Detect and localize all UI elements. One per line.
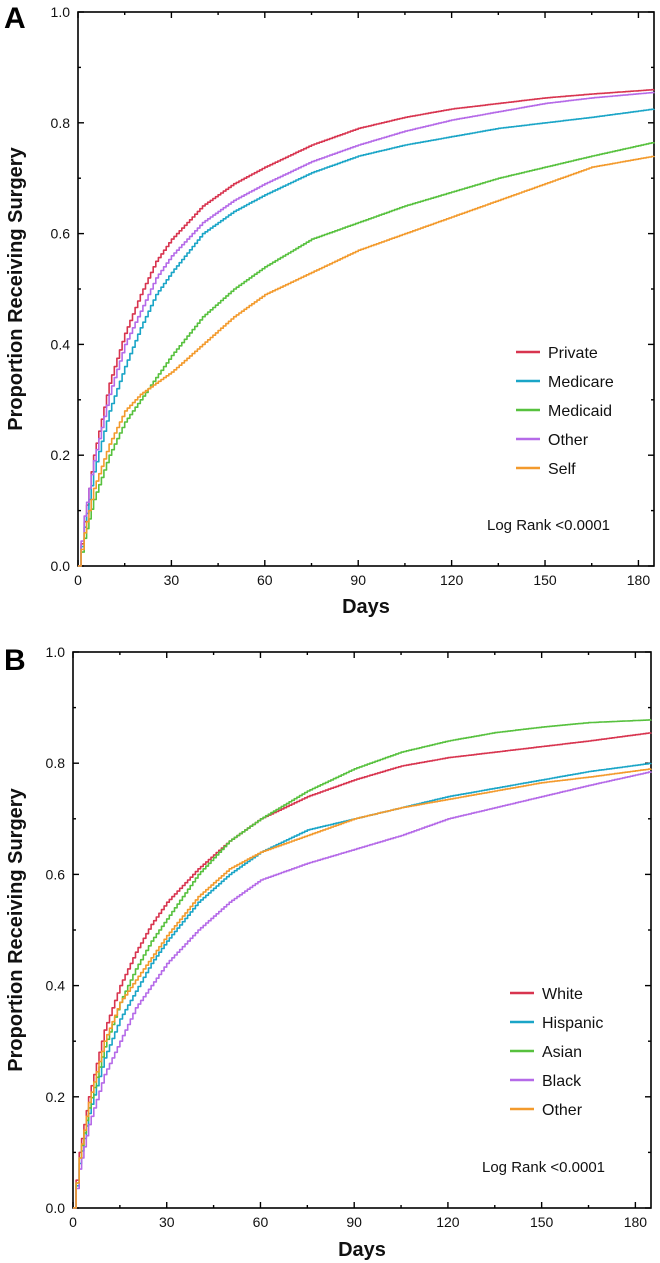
y-tick-label: 1.0: [46, 644, 66, 660]
series-line-medicare: [78, 108, 655, 567]
legend-label: Medicaid: [548, 403, 612, 420]
x-axis-title: Days: [338, 1239, 386, 1261]
legend-label: White: [542, 986, 583, 1003]
y-tick-label: 0.4: [46, 978, 66, 994]
series-line-asian: [73, 719, 652, 1209]
legend-label: Other: [542, 1102, 583, 1119]
x-tick-label: 0: [74, 572, 82, 588]
y-tick-label: 0.0: [46, 1200, 66, 1216]
x-tick-label: 30: [159, 1214, 175, 1230]
y-tick-label: 0.6: [46, 866, 66, 882]
y-tick-label: 0.4: [51, 336, 71, 352]
series-line-white: [73, 732, 652, 1209]
x-tick-label: 90: [350, 572, 366, 588]
x-tick-label: 120: [440, 572, 464, 588]
x-tick-label: 180: [624, 1214, 648, 1230]
y-tick-label: 0.2: [46, 1089, 66, 1105]
y-tick-label: 0.6: [51, 226, 71, 242]
log-rank-annotation: Log Rank <0.0001: [482, 1159, 605, 1176]
plot-frame: [77, 11, 655, 567]
x-tick-label: 60: [257, 572, 273, 588]
series-line-other: [73, 768, 652, 1209]
y-tick-label: 0.0: [51, 558, 71, 574]
panel-letter: A: [4, 2, 26, 35]
series-line-other: [78, 91, 655, 567]
y-tick-label: 0.8: [51, 115, 71, 131]
x-tick-label: 60: [253, 1214, 269, 1230]
panel-b: B 0.0 0.2 0.4 0.6 0.8 1.0 0 30 60 90 120 150 180 Days P…: [4, 644, 652, 1261]
legend-label: Medicare: [548, 374, 614, 391]
series-line-black: [73, 771, 652, 1209]
legend-label: Hispanic: [542, 1015, 603, 1032]
legend-label: Other: [548, 432, 589, 449]
series-line-private: [78, 88, 655, 567]
legend-label: Self: [548, 461, 576, 478]
y-tick-label: 1.0: [51, 4, 71, 20]
series-line-medicaid: [78, 142, 655, 567]
y-axis-title: Proportion Receiving Surgery: [5, 146, 27, 430]
legend-label: Asian: [542, 1044, 582, 1061]
legend-label: Private: [548, 345, 598, 362]
panel-letter: B: [4, 644, 26, 677]
x-axis-title: Days: [342, 596, 390, 618]
x-tick-label: 180: [627, 572, 651, 588]
series-line-self: [78, 155, 655, 567]
legend-label: Black: [542, 1073, 582, 1090]
x-tick-label: 150: [533, 572, 557, 588]
x-tick-label: 150: [530, 1214, 554, 1230]
x-tick-label: 120: [436, 1214, 460, 1230]
y-axis-title: Proportion Receiving Surgery: [5, 787, 27, 1071]
x-tick-label: 0: [69, 1214, 77, 1230]
panel-a: A 0.0 0.2 0.4 0.6 0.8 1.0 0 30 60 90 120 150 180 Days P…: [4, 2, 655, 618]
legend: White Hispanic Asian Black Other: [510, 986, 603, 1119]
y-tick-label: 0.2: [51, 447, 71, 463]
x-tick-label: 90: [346, 1214, 362, 1230]
y-tick-label: 0.8: [46, 755, 66, 771]
legend: Private Medicare Medicaid Other Self: [516, 345, 614, 478]
x-tick-label: 30: [164, 572, 180, 588]
log-rank-annotation: Log Rank <0.0001: [487, 517, 610, 534]
